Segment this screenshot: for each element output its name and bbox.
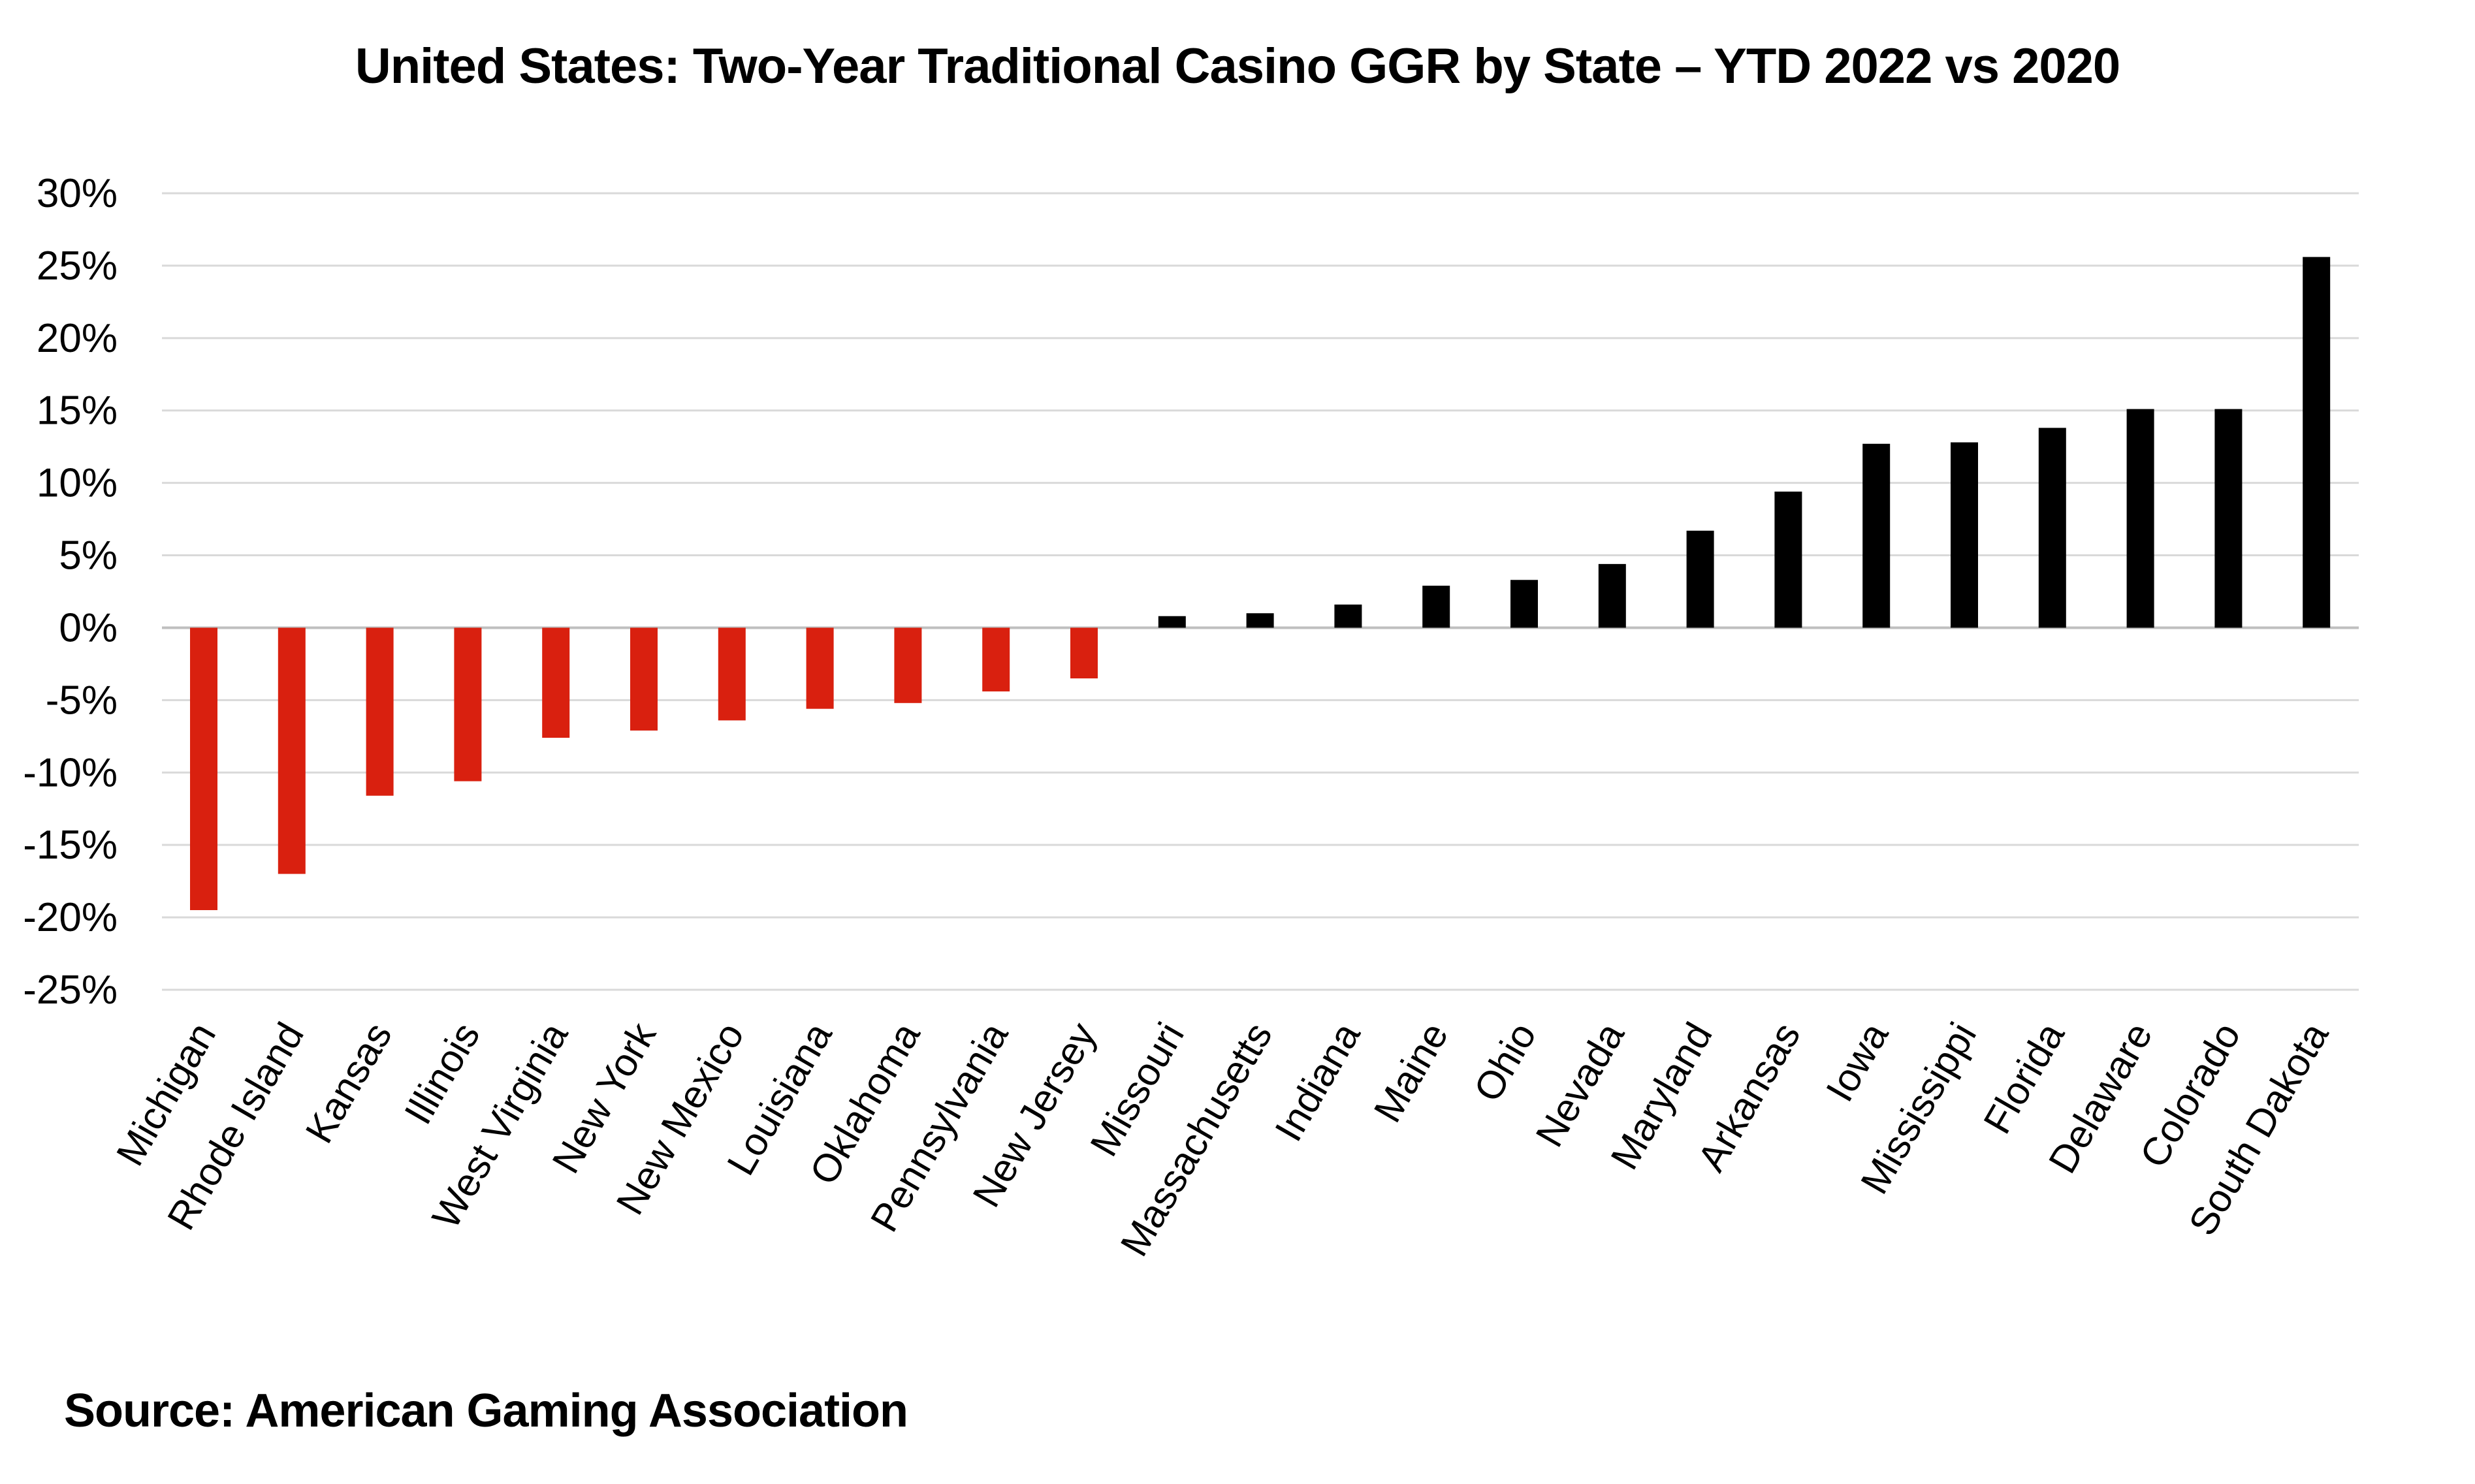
bar (1774, 491, 1802, 628)
y-tick-label: 15% (37, 388, 118, 434)
bar (542, 627, 570, 738)
bar (806, 627, 834, 709)
category-label: Indiana (1266, 1015, 1369, 1148)
bar (278, 627, 306, 874)
bar (1246, 613, 1274, 628)
bar (1334, 604, 1362, 628)
y-tick-label: -15% (23, 823, 118, 868)
y-tick-label: 20% (37, 316, 118, 361)
category-label: Florida (1975, 1015, 2073, 1141)
bar (1070, 627, 1098, 679)
category-label: Kansas (297, 1015, 400, 1150)
bar (2126, 409, 2154, 628)
bar (982, 627, 1010, 692)
y-tick-label: -5% (46, 678, 118, 723)
bar (2214, 409, 2243, 628)
bar (1686, 530, 1714, 628)
y-tick-label: 25% (37, 244, 118, 289)
y-tick-label: 0% (59, 605, 118, 650)
bar (366, 627, 394, 796)
bar (1862, 443, 1891, 628)
y-tick-label: 10% (37, 461, 118, 506)
bar (2303, 257, 2331, 628)
bar (1951, 442, 1978, 628)
y-tick-label: 5% (59, 533, 118, 578)
source-note: Source: American Gaming Association (64, 1385, 908, 1437)
category-label: Ohio (1465, 1015, 1544, 1109)
bar (718, 627, 746, 721)
bar (190, 627, 217, 910)
bar (630, 627, 658, 731)
bar (2038, 428, 2066, 628)
bar (1158, 616, 1186, 628)
y-tick-label: -20% (23, 895, 118, 940)
bar (1422, 586, 1450, 628)
chart-title: United States: Two-Year Traditional Casi… (355, 39, 2120, 94)
y-tick-label: 30% (37, 171, 118, 216)
y-axis-tick-labels: 30% 25% 20% 15% 10% 5% 0% -5% -10% -15% -20% -25% (23, 171, 118, 1013)
y-tick-label: -25% (23, 968, 118, 1013)
bar (454, 627, 482, 781)
y-tick-label: -10% (23, 750, 118, 795)
bar (894, 627, 922, 703)
bar (1510, 580, 1538, 628)
bar (1598, 563, 1626, 628)
gridlines (162, 192, 2359, 991)
bars (190, 257, 2331, 910)
category-label: Illinois (396, 1015, 488, 1131)
category-label: Maine (1365, 1015, 1457, 1129)
category-label: Iowa (1817, 1015, 1897, 1109)
